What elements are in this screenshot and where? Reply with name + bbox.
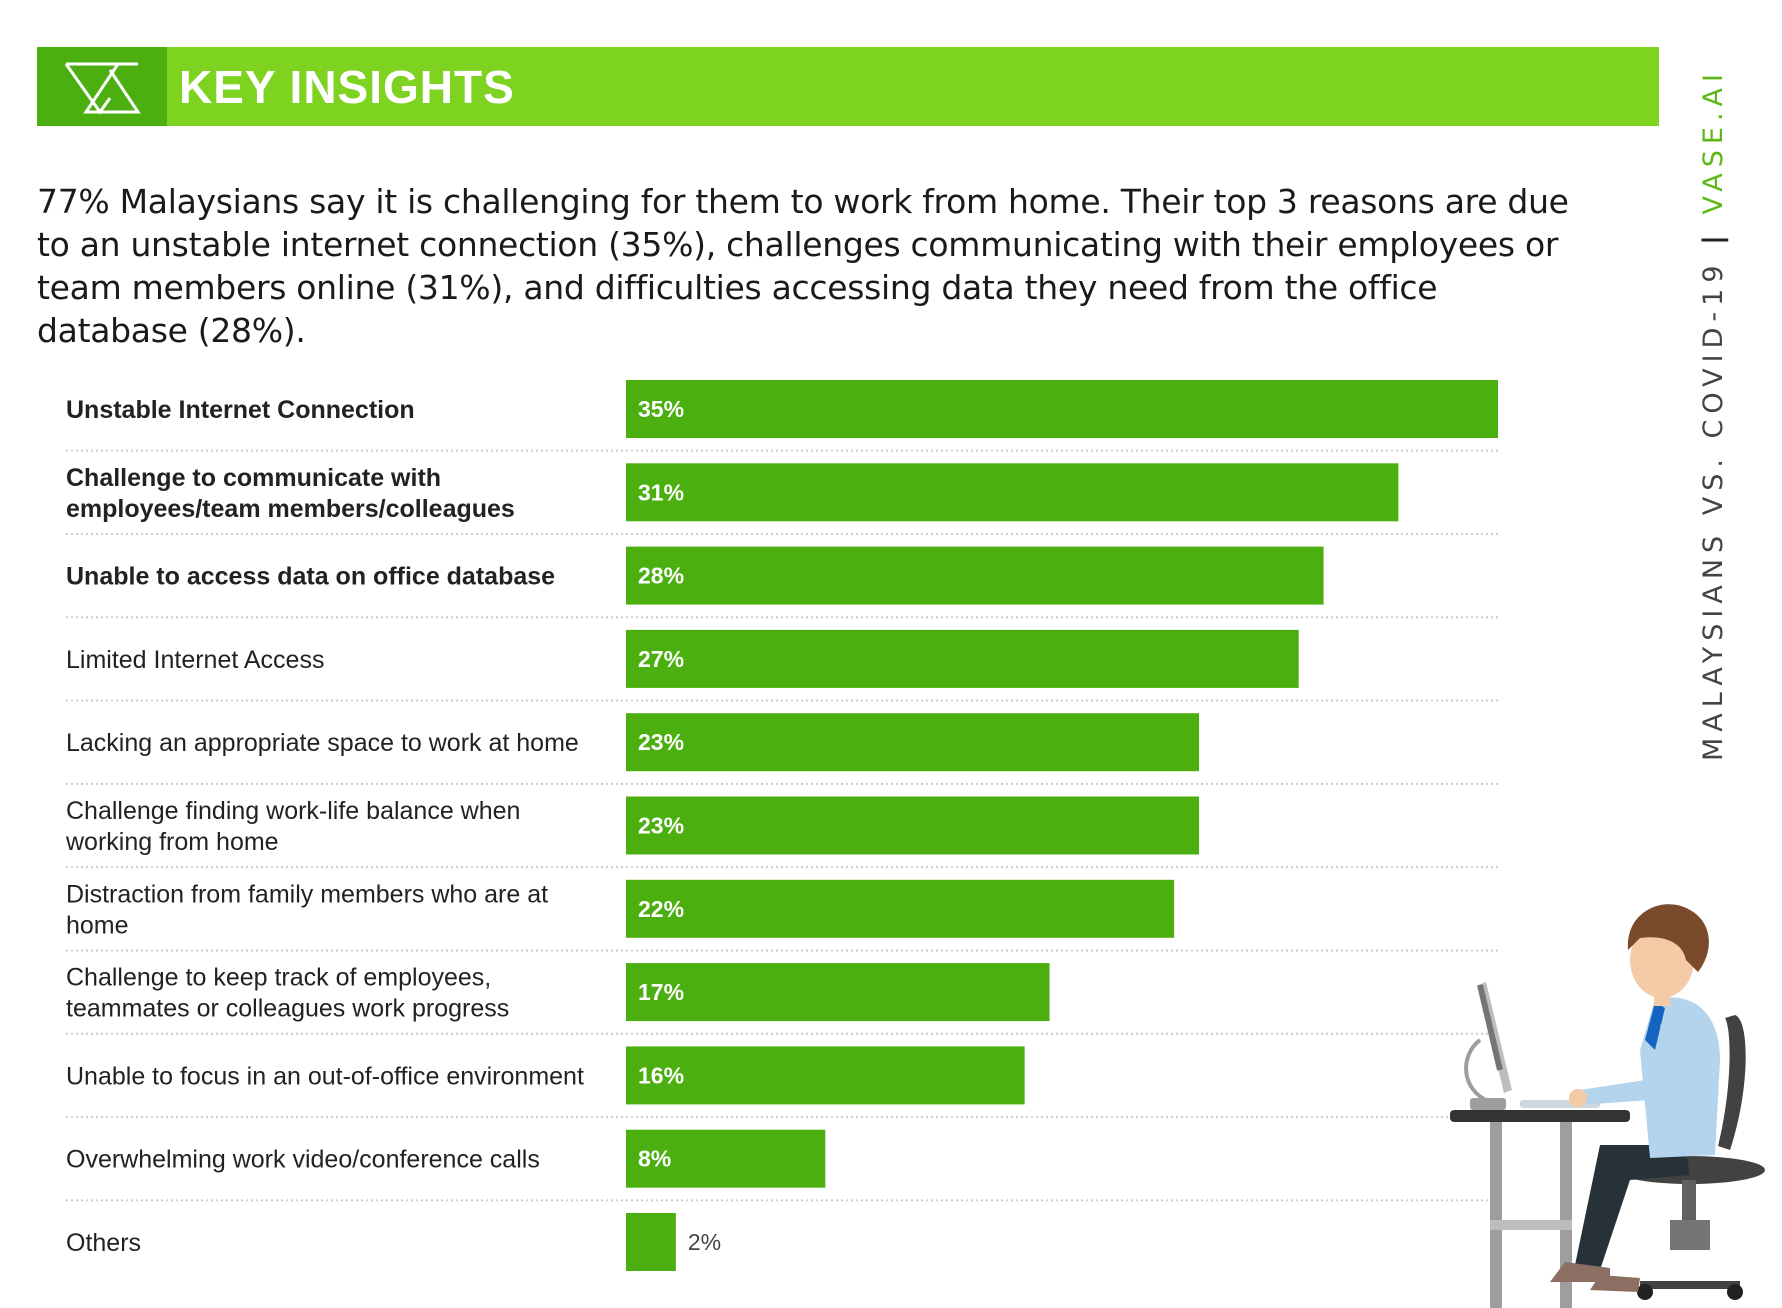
bar-value-label: 8%: [638, 1146, 671, 1172]
bar-value-label: 23%: [638, 729, 684, 755]
bar: [626, 879, 1175, 938]
bar: [626, 1213, 676, 1271]
bar: [626, 463, 1399, 522]
bar: [626, 1046, 1025, 1105]
bar: [626, 963, 1050, 1022]
bar: [626, 796, 1200, 855]
bar-value-label: 17%: [638, 979, 684, 1005]
bar: [626, 380, 1498, 438]
intro-paragraph: 77% Malaysians say it is challenging for…: [37, 182, 1569, 350]
category-label: Challenge to communicate with employees/t…: [66, 464, 515, 523]
category-label: Distraction from family members who are …: [66, 880, 548, 939]
bar-value-label: 28%: [638, 563, 684, 589]
side-label: MALAYSIANS VS. COVID-19 | VASE.AI: [1696, 68, 1730, 761]
category-label: Others: [66, 1229, 141, 1257]
bar-value-label: 2%: [688, 1229, 721, 1255]
category-label: Limited Internet Access: [66, 646, 324, 674]
bar: [626, 546, 1324, 605]
bar: [626, 629, 1299, 688]
bar-value-label: 31%: [638, 479, 684, 505]
side-label-title: MALAYSIANS VS. COVID-19: [1697, 259, 1729, 762]
category-label: Unstable Internet Connection: [66, 396, 415, 424]
category-label: Unable to access data on office database: [66, 563, 555, 591]
bar-value-label: 27%: [638, 646, 684, 672]
person-at-computer-desk-icon: [1450, 904, 1765, 1308]
bar-value-label: 23%: [638, 813, 684, 839]
bar-value-label: 16%: [638, 1062, 684, 1088]
category-label: Lacking an appropriate space to work at …: [66, 729, 579, 757]
bar: [626, 713, 1200, 772]
bar-value-label: 22%: [638, 896, 684, 922]
category-label: Overwhelming work video/conference calls: [66, 1146, 540, 1174]
bar-value-label: 35%: [638, 396, 684, 422]
category-label: Challenge to keep track of employees, tea…: [66, 964, 509, 1023]
page-title: KEY INSIGHTS: [179, 60, 515, 113]
category-label: Unable to focus in an out-of-office envi…: [66, 1062, 584, 1090]
category-label: Challenge finding work-life balance when…: [65, 797, 520, 856]
vase-triangle-logo-icon: [37, 47, 167, 126]
side-label-brand: VASE.AI: [1697, 68, 1729, 215]
header-banner: KEY INSIGHTS: [37, 47, 1659, 126]
side-label-separator: |: [1697, 229, 1729, 245]
bar: [626, 1129, 826, 1188]
